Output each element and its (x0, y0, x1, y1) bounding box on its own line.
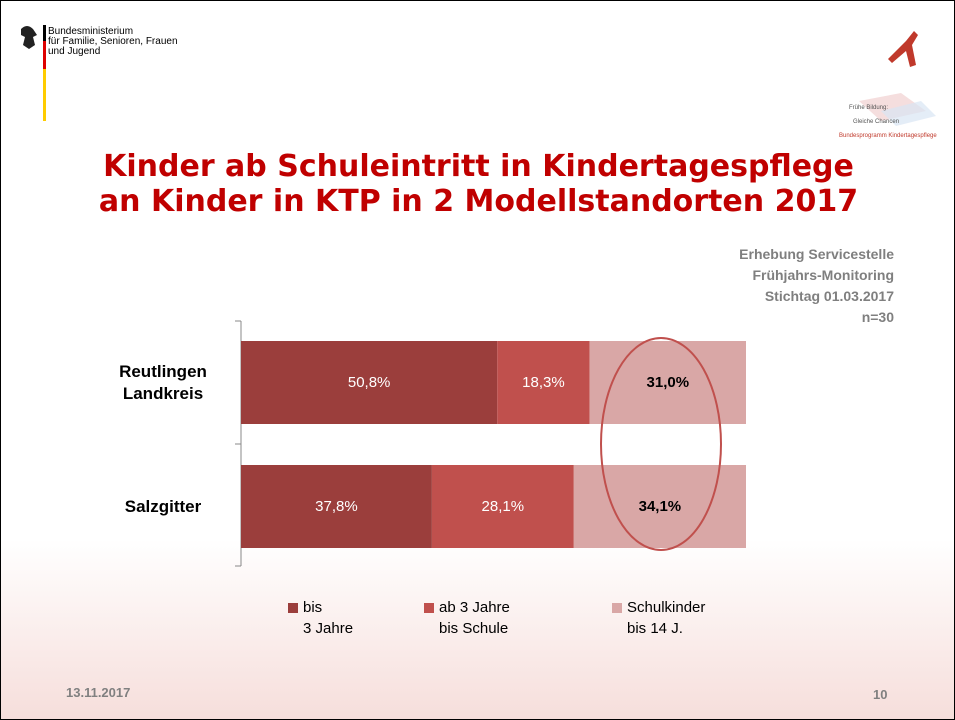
title-line: Kinder ab Schuleintritt in Kindertagespf… (103, 149, 854, 184)
bar-segment (241, 341, 498, 424)
value-label: 18,3% (522, 373, 565, 391)
value-label: 50,8% (347, 373, 391, 391)
bar-segment (241, 465, 432, 548)
flag-black (43, 25, 46, 41)
source-note: Stichtag 01.03.2017 (764, 288, 894, 304)
logo-program: Bundesprogramm Kindertagespflege (839, 133, 937, 139)
legend-label: Schulkinder bis 14 J. (627, 599, 706, 637)
bar-segment (589, 341, 746, 424)
footer-date: 13.11.2017 (66, 685, 131, 700)
legend-swatch (612, 603, 622, 613)
category-label: Reutlingen Landkreis (119, 361, 207, 403)
flag-red (43, 41, 46, 69)
program-logo (859, 31, 936, 126)
highlight-ellipse (600, 337, 722, 551)
title-line: an Kinder in KTP in 2 Modellstandorten 2… (98, 184, 859, 219)
ministry-line: Bundesministerium (48, 26, 134, 37)
category-label: Salzgitter (124, 496, 202, 516)
flag-gold (43, 69, 46, 121)
logo-line: Frühe Bildung: (849, 105, 889, 111)
source-note: Frühjahrs-Monitoring (752, 267, 894, 283)
page-number: 10 (873, 687, 888, 702)
ministry-line: für Familie, Senioren, Frauen (48, 36, 178, 47)
bar-segment (431, 465, 574, 548)
logo-text: Frühe Bildung: Gleiche Chancen Bundespro… (839, 98, 937, 147)
legend-swatch (288, 603, 298, 613)
legend-swatch (424, 603, 434, 613)
value-label: 34,1% (638, 497, 682, 515)
bar-segment (497, 341, 590, 424)
source-note: Erhebung Servicestelle (739, 246, 894, 262)
eagle-logo (21, 26, 37, 49)
ministry-line: und Jugend (48, 46, 101, 57)
legend-label: ab 3 Jahre bis Schule (439, 599, 510, 637)
legend-label: bis 3 Jahre (303, 599, 354, 637)
value-label: 28,1% (481, 497, 525, 515)
value-label: 31,0% (646, 373, 690, 391)
value-label: 37,8% (315, 497, 358, 515)
source-note: n=30 (861, 309, 894, 325)
logo-line: Gleiche Chancen (853, 119, 900, 125)
